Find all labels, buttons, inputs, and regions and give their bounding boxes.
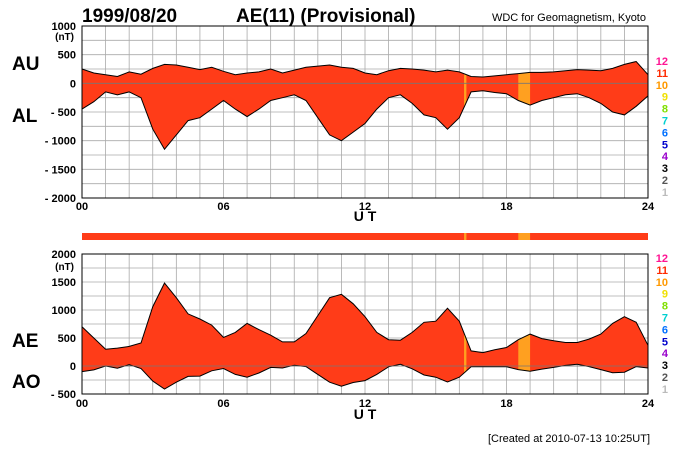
station-scale-label: 10 (656, 277, 668, 289)
station-scale-label: 9 (662, 289, 668, 301)
y-tick-label: 500 (58, 333, 76, 345)
series-line-au (81, 60, 649, 78)
station-scale-label: 12 (656, 56, 668, 68)
indicator-band-highlight (464, 233, 467, 240)
station-scale-label: 2 (662, 175, 668, 187)
station-scale-label: 1 (662, 384, 668, 396)
indicator-band (82, 233, 648, 240)
station-scale-label: 2 (662, 372, 668, 384)
highlight-range (518, 255, 530, 393)
y-unit-label: (nT) (55, 32, 74, 43)
series-line-ao (81, 363, 649, 390)
station-scale-label: 12 (656, 253, 668, 265)
header-title: AE(11) (Provisional) (236, 6, 416, 27)
x-tick-label: 00 (76, 398, 88, 410)
station-scale-label: 9 (662, 92, 668, 104)
x-tick-label: 18 (500, 398, 512, 410)
y-tick-label: 0 (70, 78, 76, 90)
x-tick-label: 18 (500, 201, 512, 213)
y-tick-label: - 1500 (45, 164, 76, 176)
station-scale-label: 10 (656, 80, 668, 92)
station-scale-label: 5 (662, 139, 668, 151)
station-scale-label: 6 (662, 324, 668, 336)
header-org: WDC for Geomagnetism, Kyoto (492, 12, 646, 24)
plot-frame (81, 253, 649, 395)
index-label-ao: AO (12, 372, 41, 393)
panel-ae-ao: 2000 1500 1000 500 0 - 500 (nT) 00 06 12 18 24 U T AE… (12, 249, 655, 422)
station-scale-label: 3 (662, 163, 668, 175)
y-tick-label: - 1000 (45, 136, 76, 148)
plot-frame (81, 25, 649, 199)
index-label-au: AU (12, 54, 39, 75)
station-scale-label: 1 (662, 187, 668, 199)
y-tick-label: - 500 (51, 107, 76, 119)
y-tick-label: 2000 (52, 249, 76, 261)
station-scale-label: 7 (662, 116, 668, 128)
indicator-band-highlight (518, 233, 531, 240)
station-scale-label: 11 (656, 68, 668, 80)
index-label-ae: AE (12, 331, 38, 352)
footer-created: [Created at 2010-07-13 10:25UT] (488, 433, 650, 445)
highlight-range (518, 27, 530, 197)
x-tick-label: 24 (642, 201, 655, 213)
station-scale-label: 7 (662, 313, 668, 325)
series-line-ae (81, 282, 649, 354)
panel-au-al: 1000 500 0 - 500 - 1000 - 1500 - 2000 (nT) 00 06 1… (12, 21, 655, 224)
y-tick-label: 500 (58, 50, 76, 62)
x-axis-label: U T (354, 208, 377, 224)
highlight-range (464, 27, 466, 197)
station-scale-label: 11 (656, 265, 668, 277)
index-label-al: AL (12, 106, 38, 127)
x-tick-label: 12 (359, 201, 371, 213)
station-scale-label: 6 (662, 127, 668, 139)
series-line-al (81, 90, 649, 151)
indicator-band-highlights (464, 233, 531, 240)
station-scale-label: 5 (662, 336, 668, 348)
x-tick-label: 24 (642, 398, 655, 410)
envelope-fill (82, 283, 648, 389)
y-tick-label: - 2000 (45, 193, 76, 205)
y-tick-label: - 500 (51, 389, 76, 401)
header-date: 1999/08/20 (82, 6, 177, 27)
y-tick-label: 0 (70, 361, 76, 373)
station-scale-label: 8 (662, 301, 668, 313)
station-scale-label: 3 (662, 360, 668, 372)
y-tick-label: 1000 (52, 21, 76, 33)
x-tick-label: 06 (217, 201, 229, 213)
station-scale-label: 4 (662, 348, 669, 360)
y-tick-label: 1500 (52, 277, 76, 289)
y-unit-label: (nT) (55, 262, 74, 273)
x-axis-label: U T (354, 406, 377, 422)
x-tick-label: 06 (217, 398, 229, 410)
station-scale-label: 8 (662, 104, 668, 116)
y-tick-label: 1000 (52, 305, 76, 317)
station-scale-label: 4 (662, 151, 669, 163)
x-tick-label: 00 (76, 201, 88, 213)
x-tick-label: 12 (359, 398, 371, 410)
